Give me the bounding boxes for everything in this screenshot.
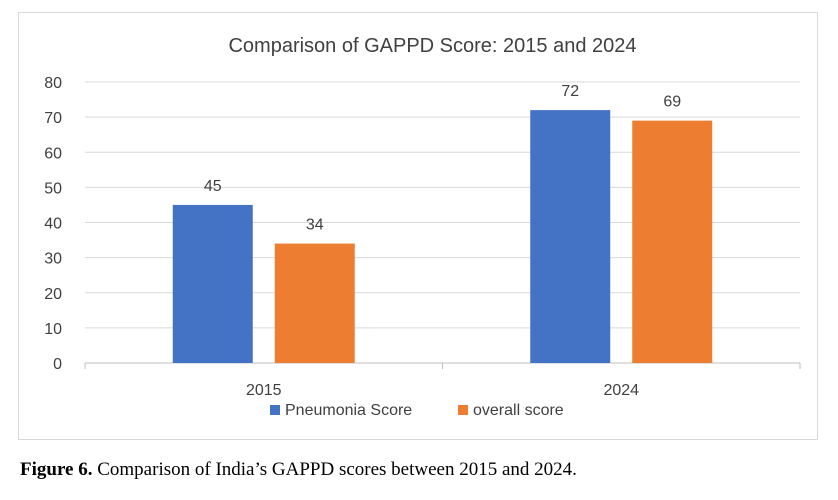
legend-swatch <box>458 405 468 415</box>
chart-title: Comparison of GAPPD Score: 2015 and 2024 <box>228 35 636 57</box>
legend-label: overall score <box>473 402 564 419</box>
y-tick-label: 20 <box>44 286 62 303</box>
data-label: 34 <box>306 217 324 234</box>
bar-overall-score <box>274 243 355 363</box>
y-tick-label: 10 <box>44 321 62 338</box>
bar-chart: Comparison of GAPPD Score: 2015 and 2024… <box>44 35 801 419</box>
y-tick-label: 30 <box>44 251 62 268</box>
y-tick-label: 40 <box>44 216 62 233</box>
x-tick-label: 2024 <box>603 382 639 399</box>
y-tick-label: 60 <box>44 145 62 162</box>
bar-overall-score <box>632 120 713 363</box>
caption-text: Comparison of India’s GAPPD scores betwe… <box>92 459 577 480</box>
y-tick-label: 0 <box>53 356 62 373</box>
caption-label: Figure 6. <box>20 459 93 480</box>
y-tick-label: 50 <box>44 180 62 197</box>
data-label: 45 <box>204 178 222 195</box>
bar-pneumonia-score <box>172 204 253 363</box>
legend-label: Pneumonia Score <box>285 402 412 419</box>
x-tick-label: 2015 <box>246 382 282 399</box>
legend-swatch <box>270 405 280 415</box>
chart-frame <box>18 12 818 440</box>
y-tick-label: 80 <box>44 75 62 92</box>
data-label: 72 <box>561 83 579 100</box>
bar-pneumonia-score <box>530 110 611 363</box>
data-label: 69 <box>663 94 681 111</box>
y-tick-label: 70 <box>44 110 62 127</box>
figure-caption: Figure 6. Comparison of India’s GAPPD sc… <box>20 459 577 481</box>
